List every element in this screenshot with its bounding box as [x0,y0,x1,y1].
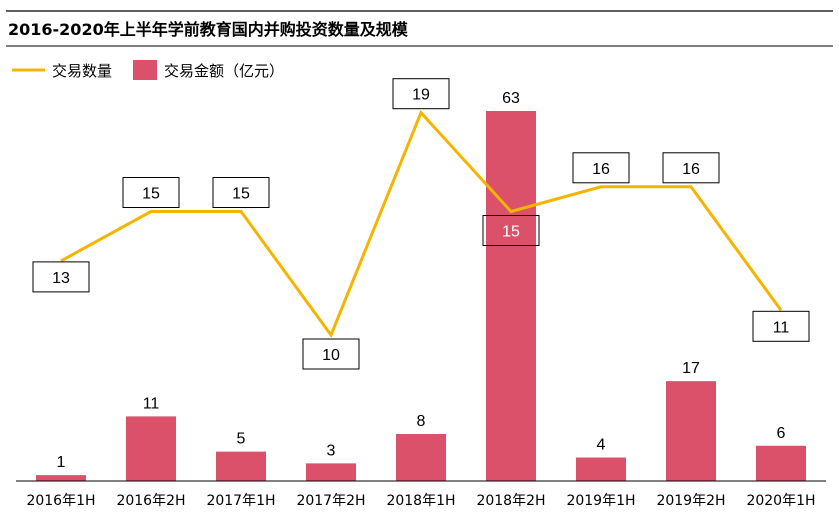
line-value-labels: 13 15 15 10 19 15 16 16 11 [32,78,810,370]
bar-label-2017年1H: 5 [237,431,246,448]
bar-series [36,111,806,481]
x-tick-2019年1H: 2019年1H [566,493,635,509]
line-label-box-2016年1H [32,261,90,293]
bar-label-2016年2H: 11 [143,395,160,412]
line-label-2020年1H: 11 [773,319,790,336]
line-label-2016年1H: 13 [52,270,70,287]
legend-line-label: 交易数量 [52,62,112,80]
line-label-2017年2H: 10 [322,347,340,364]
line-label-box-2017年2H [302,338,360,370]
bar-2016年2H [126,416,176,481]
x-tick-2018年2H: 2018年2H [476,493,545,509]
chart-title: 2016-2020年上半年学前教育国内并购投资数量及规模 [8,20,409,39]
line-label-2019年1H: 16 [592,161,610,178]
x-tick-2016年2H: 2016年2H [116,493,185,509]
x-tick-labels: 2016年1H 2016年2H 2017年1H 2017年2H 2018年1H 2018年… [26,493,815,509]
bar-label-2019年1H: 4 [597,437,606,454]
legend: 交易数量 交易金额（亿元） [12,60,284,80]
x-tick-2020年1H: 2020年1H [746,493,815,509]
bar-2018年1H [396,434,446,481]
line-label-box-2016年2H [122,177,180,208]
bar-label-2016年1H: 1 [57,454,66,471]
line-label-2019年2H: 16 [682,161,700,178]
bar-2019年1H [576,457,626,481]
x-tick-2017年1H: 2017年1H [206,493,275,509]
line-label-2016年2H: 15 [142,186,160,203]
bar-label-2018年2H: 63 [502,90,520,107]
line-series [60,109,783,339]
line-label-box-2019年2H [662,152,720,184]
bar-2017年2H [306,463,356,481]
legend-bar-swatch [133,60,157,80]
bar-label-2020年1H: 6 [777,425,786,442]
bar-label-2019年2H: 17 [682,360,700,377]
bar-2017年1H [216,451,266,481]
line-label-box-2018年1H [392,78,450,110]
bar-2019年2H [666,381,716,481]
bar-2018年2H [486,111,536,481]
legend-bar-label: 交易金额（亿元） [164,62,284,80]
bar-2016年1H [36,475,86,481]
x-tick-2019年2H: 2019年2H [656,493,725,509]
x-tick-2016年1H: 2016年1H [26,493,95,509]
line-path [60,109,783,339]
bar-2020年1H [756,445,806,481]
bar-label-2017年2H: 3 [327,442,336,459]
bar-label-2018年1H: 8 [417,413,426,430]
line-label-2018年1H: 19 [412,87,430,104]
line-label-box-2018年2H [482,215,540,246]
line-label-box-2019年1H [572,152,630,184]
line-label-box-2017年1H [212,177,270,208]
line-label-2017年1H: 15 [232,186,250,203]
x-tick-2017年2H: 2017年2H [296,493,365,509]
x-tick-2018年1H: 2018年1H [386,493,455,509]
line-label-2018年2H: 15 [502,224,520,241]
line-label-box-2020年1H [752,310,810,342]
